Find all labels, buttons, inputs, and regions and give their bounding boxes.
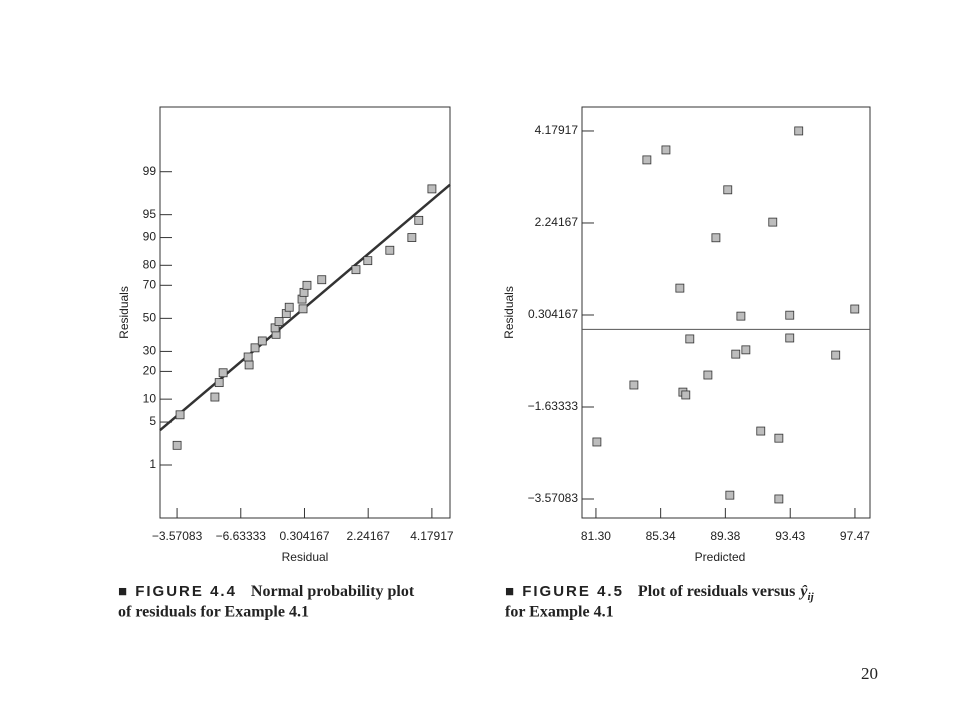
point [427,184,437,194]
page-number: 20 [861,664,878,683]
point [768,217,778,227]
point [351,265,361,275]
point [774,433,784,443]
point [736,311,746,321]
point [172,440,182,450]
caption-text: of residuals for Example 4.1 [118,604,309,621]
point [284,302,294,312]
x-tick-label: 81.30 [581,529,611,543]
point [317,275,327,285]
point [711,233,721,243]
point [731,349,741,359]
y-tick-label: 20 [143,364,157,378]
point [661,145,671,155]
y-tick-label: 0.304167 [528,307,578,321]
point [785,310,795,320]
point [850,304,860,314]
y-tick-label: 95 [143,207,157,221]
point [243,352,253,362]
y-tick-label: 70 [143,277,157,291]
x-tick-label: 89.38 [710,529,740,543]
point [703,370,713,380]
point [741,345,751,355]
x-tick-label: 93.43 [775,529,805,543]
y-tick-label: 80 [143,257,157,271]
point [629,380,639,390]
x-tick-label: 85.34 [646,529,676,543]
y-tick-label: 30 [143,344,157,358]
point [723,185,733,195]
point [244,360,254,370]
x-axis-title: Residual [282,550,329,564]
point [298,304,308,314]
point [385,245,395,255]
y-tick-label: 1 [149,457,156,471]
point [774,494,784,504]
figure-label: ■ FIGURE 4.5 [505,583,624,600]
point [257,336,267,346]
point [642,155,652,165]
y-axis-title: Residuals [502,286,516,339]
x-tick-label: 4.17917 [410,529,454,543]
y-tick-label: 2.24167 [535,215,579,229]
y-tick-label: 4.17917 [535,123,579,137]
y-axis-title: Residuals [117,286,131,339]
point [592,437,602,447]
point [785,333,795,343]
figure-label: ■ FIGURE 4.4 [118,583,237,600]
plot-frame [159,106,451,519]
point [685,334,695,344]
caption-text: Plot of residuals versus [638,583,795,600]
point [681,390,691,400]
y-tick-label: −3.57083 [528,491,579,505]
x-axis-title: Predicted [695,550,746,564]
caption-subscript: ij [808,591,815,603]
point [363,256,373,266]
point [756,426,766,436]
point [302,280,312,290]
y-tick-label: 50 [143,311,157,325]
point [675,283,685,293]
point [210,392,220,402]
y-tick-label: 90 [143,230,157,244]
caption-text: Normal probability plot [251,583,415,600]
point [831,350,841,360]
plot-frame [581,106,871,519]
point [250,343,260,353]
caption: ■ FIGURE 4.5 Plot of residuals versus ŷij [505,583,815,603]
y-tick-label: 5 [149,414,156,428]
y-tick-label: 10 [143,391,157,405]
x-tick-label: −6.63333 [216,529,267,543]
point [407,233,417,242]
point [274,317,284,326]
caption: ■ FIGURE 4.4 Normal probability plot [118,583,415,600]
point [175,410,185,420]
point [794,126,804,136]
x-tick-label: 97.47 [840,529,870,543]
caption-symbol: ŷ [798,583,808,600]
point [414,215,424,225]
caption-text: for Example 4.1 [505,604,614,621]
y-tick-label: 99 [143,164,157,178]
point [218,368,228,378]
x-tick-label: 2.24167 [346,529,390,543]
point [214,378,224,388]
x-tick-label: 0.304167 [279,529,329,543]
y-tick-label: −1.63333 [528,399,579,413]
x-tick-label: −3.57083 [152,529,203,543]
point [725,490,735,500]
